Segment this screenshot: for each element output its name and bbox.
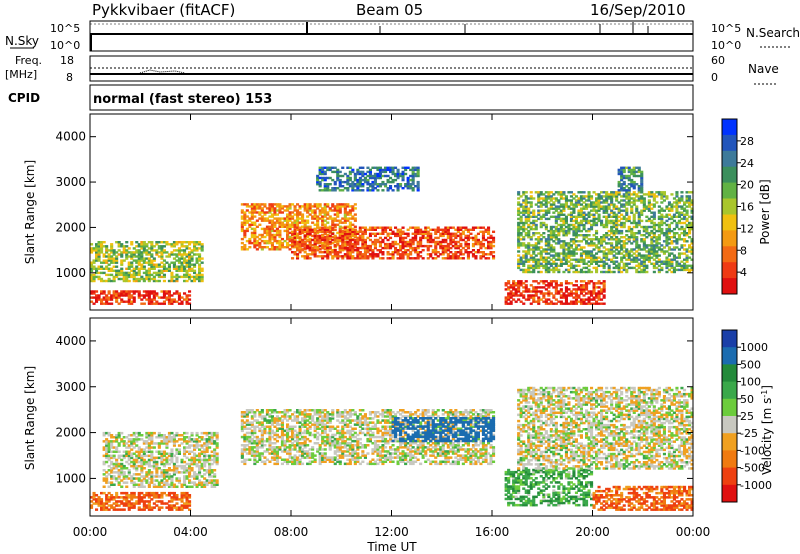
colorbar-swatch — [722, 416, 737, 434]
velocity-echoes — [90, 386, 694, 511]
colorbar-tick-label: 500 — [740, 358, 761, 371]
nave-label: Nave — [748, 62, 779, 76]
echo-band-5 — [592, 485, 694, 511]
nsky-panel: N.Sky 10^5 10^0 10^5 10^0 N.Search — [5, 20, 800, 52]
echo-band-3 — [291, 226, 496, 260]
echo-band-7 — [617, 166, 644, 192]
nsky-label: N.Sky — [5, 34, 39, 48]
power-cbar-label: Power [dB] — [758, 179, 772, 244]
echo-band-4 — [316, 166, 420, 192]
nave-tick-bottom: 0 — [711, 71, 718, 84]
echo-band-1 — [90, 241, 204, 283]
ytick-label: 3000 — [55, 380, 86, 394]
colorbar-tick-label: -1000 — [740, 479, 772, 492]
echo-band-2 — [240, 409, 496, 466]
colorbar-tick-label: 28 — [740, 135, 754, 148]
power-panel: 4000 3000 2000 1000 Slant Range [km] 28 24 20… — [23, 113, 772, 311]
xtick-label: 00:00 — [73, 525, 108, 539]
velocity-ylabel: Slant Range [km] — [23, 366, 37, 470]
echo-band-0 — [90, 491, 192, 511]
nsky-tick-top: 10^5 — [50, 22, 80, 35]
echo-band-0 — [90, 290, 192, 305]
colorbar-swatch — [722, 214, 737, 231]
echo-band-4 — [504, 468, 594, 507]
colorbar-tick-label: 25 — [740, 410, 754, 423]
echo-band-5 — [504, 280, 606, 305]
colorbar-swatch — [722, 450, 737, 469]
xtick-label: 12:00 — [374, 525, 409, 539]
xtick-label: 04:00 — [173, 525, 208, 539]
colorbar-swatch — [722, 134, 737, 152]
ytick-label: 2000 — [55, 426, 86, 440]
station-title: Pykkvibaer (fitACF) — [92, 1, 235, 19]
echo-band-6 — [517, 386, 694, 470]
colorbar-swatch — [722, 166, 737, 184]
date-title: 16/Sep/2010 — [590, 1, 686, 19]
colorbar-swatch — [722, 262, 737, 279]
xtick-label: 08:00 — [274, 525, 309, 539]
colorbar-tick-label: 4 — [740, 266, 747, 279]
freq-label-2: [MHz] — [5, 68, 37, 81]
power-echoes — [90, 166, 694, 305]
time-axis-label: Time UT — [366, 540, 417, 554]
colorbar-tick-label: 16 — [740, 201, 754, 214]
colorbar-swatch — [722, 347, 737, 365]
cpid-label: CPID — [8, 91, 40, 105]
ytick-label: 3000 — [55, 175, 86, 189]
colorbar-tick-label: -25 — [740, 427, 758, 440]
power-colorbar: 28 24 20 16 12 8 4 — [721, 118, 754, 295]
colorbar-tick-label: 24 — [740, 157, 754, 170]
xtick-label: 20:00 — [575, 525, 610, 539]
freq-tick-top: 18 — [60, 54, 74, 67]
colorbar-tick-label: -500 — [740, 462, 765, 475]
colorbar-swatch — [722, 467, 737, 486]
colorbar-swatch — [722, 381, 737, 400]
velocity-panel: 4000 3000 2000 1000 Slant Range [km] 1000 50… — [23, 317, 774, 517]
colorbar-swatch — [722, 230, 737, 247]
colorbar-swatch — [722, 484, 737, 503]
ytick-label: 4000 — [55, 334, 86, 348]
velocity-cbar-label: Velocity [m s-1] — [760, 385, 774, 475]
colorbar-tick-label: 50 — [740, 393, 754, 406]
freq-label-1: Freq. — [15, 54, 42, 67]
colorbar-swatch — [722, 330, 737, 348]
ytick-label: 1000 — [55, 266, 86, 280]
colorbar-swatch — [722, 398, 737, 417]
ytick-label: 2000 — [55, 220, 86, 234]
colorbar-swatch — [722, 433, 737, 451]
nsearch-tick-top: 10^5 — [711, 22, 741, 35]
colorbar-tick-label: 100 — [740, 376, 761, 389]
colorbar-tick-label: 1000 — [740, 341, 768, 354]
nsky-tick-bottom: 10^0 — [50, 39, 80, 52]
nave-tick-top: 60 — [711, 54, 725, 67]
cpid-text: normal (fast stereo) 153 — [93, 92, 272, 107]
colorbar-swatch — [722, 364, 737, 383]
ytick-label: 4000 — [55, 130, 86, 144]
beam-title: Beam 05 — [356, 1, 423, 19]
colorbar-tick-label: 8 — [740, 244, 747, 257]
colorbar-tick-label: -100 — [740, 444, 765, 457]
colorbar-swatch — [722, 278, 737, 295]
echo-band-3 — [391, 417, 496, 443]
colorbar-swatch — [722, 246, 737, 263]
colorbar-swatch — [722, 182, 737, 199]
xtick-label: 16:00 — [475, 525, 510, 539]
time-axis: 00:00 04:00 08:00 12:00 16:00 20:00 00:00 — [73, 114, 711, 539]
nsearch-label: N.Search — [746, 26, 800, 40]
echo-band-1 — [102, 431, 219, 488]
colorbar-tick-label: 20 — [740, 179, 754, 192]
colorbar-swatch — [722, 150, 737, 168]
colorbar-swatch — [722, 119, 737, 136]
nsearch-tick-bottom: 10^0 — [711, 39, 741, 52]
freq-panel: Freq. [MHz] 18 8 60 0 Nave — [5, 54, 779, 85]
ytick-label: 1000 — [55, 471, 86, 485]
freq-tick-bottom: 8 — [66, 71, 73, 84]
velocity-colorbar: 1000 500 100 50 25 -25 -100 -500 -1000 — [721, 329, 772, 503]
colorbar-swatch — [722, 198, 737, 215]
colorbar-tick-label: 12 — [740, 222, 754, 235]
power-ylabel: Slant Range [km] — [23, 160, 37, 264]
echo-band-6 — [517, 191, 694, 274]
xtick-label: 00:00 — [676, 525, 711, 539]
